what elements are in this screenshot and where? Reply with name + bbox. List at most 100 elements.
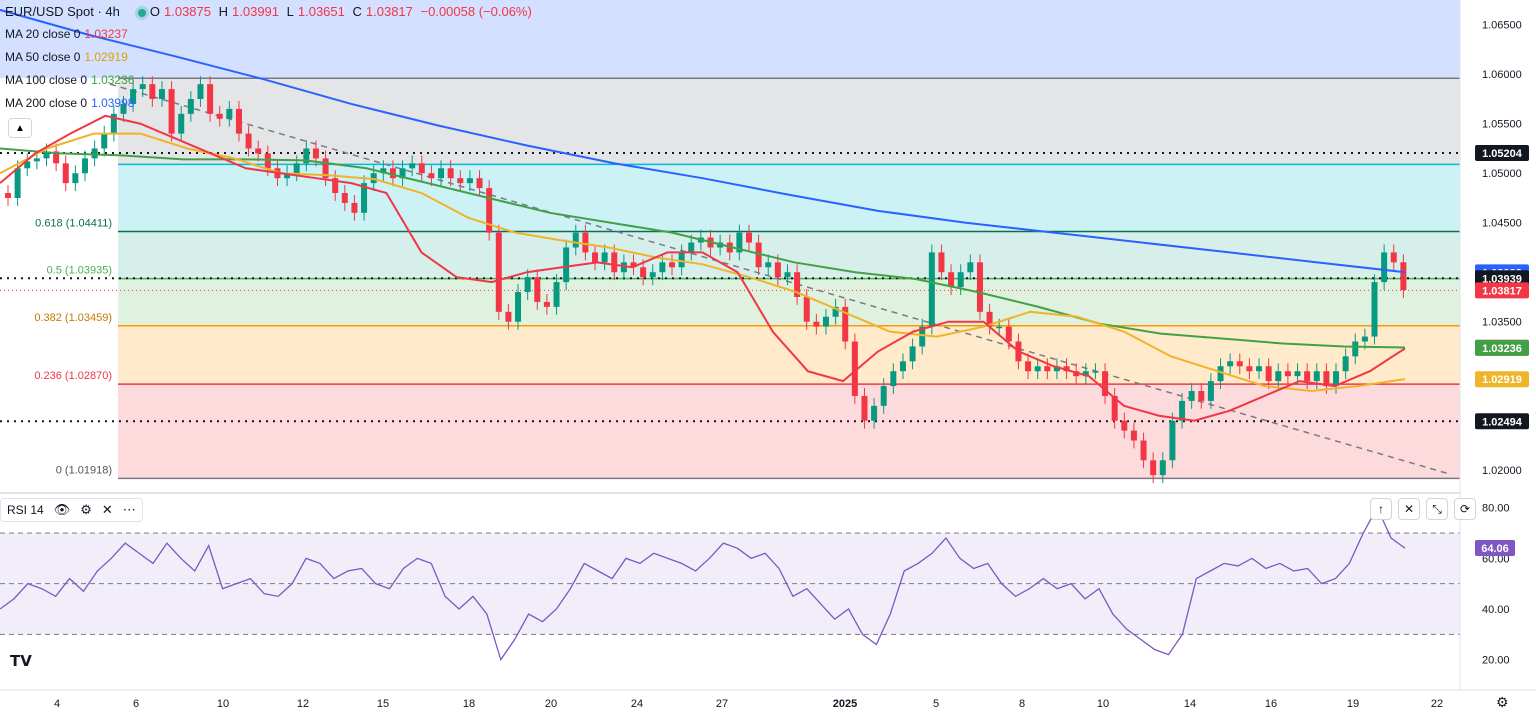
candle-body <box>928 252 935 327</box>
candle-body <box>880 386 887 406</box>
time-tick: 15 <box>377 698 389 710</box>
fib-band-top <box>0 0 1460 79</box>
maximize-pane-icon[interactable]: ⤡ <box>1426 498 1448 520</box>
ma-legend-row[interactable]: MA 50 close 0 1.02919 <box>0 46 536 69</box>
close-label: C <box>352 4 362 19</box>
candle-body <box>284 173 291 179</box>
fib-label: 0.382 (1.03459) <box>34 312 112 324</box>
fib-label: 0.5 (1.03935) <box>47 265 112 277</box>
candle-body <box>515 292 522 322</box>
price-badge-text: 1.02494 <box>1482 416 1523 428</box>
price-badge-text: 1.03817 <box>1482 285 1522 297</box>
price-tick: 1.05000 <box>1482 168 1522 180</box>
candle-body <box>139 84 146 90</box>
candle-body <box>996 326 1003 329</box>
candle-body <box>91 148 98 159</box>
candle-body <box>380 168 387 174</box>
price-tick: 1.03500 <box>1482 317 1522 329</box>
candle-body <box>553 282 560 307</box>
ma-value: 1.03236 <box>91 73 135 87</box>
fib-label: 0.236 (1.02870) <box>34 370 112 382</box>
rsi-label: RSI 14 <box>7 503 44 517</box>
settings-gear-icon[interactable]: ⚙ <box>1496 694 1509 710</box>
symbol-title[interactable]: EUR/USD Spot · 4h <box>5 4 120 19</box>
fib-band <box>118 384 1460 479</box>
collapse-legend-button[interactable]: ▲ <box>8 118 32 138</box>
candle-body <box>101 133 108 149</box>
gear-icon[interactable]: ⚙ <box>80 502 92 517</box>
time-tick: 12 <box>297 698 309 710</box>
candle-body <box>794 272 801 297</box>
candle-body <box>197 84 204 99</box>
time-tick: 8 <box>1019 698 1025 710</box>
candle-body <box>976 262 983 312</box>
candle-body <box>1400 262 1407 291</box>
candle-body <box>476 178 483 189</box>
price-badge <box>1475 145 1529 162</box>
ma-legend-row[interactable]: MA 20 close 0 1.03237 <box>0 23 536 46</box>
restore-pane-icon[interactable]: ⟳ <box>1454 498 1476 520</box>
candle-body <box>948 272 955 288</box>
candle-body <box>784 272 791 278</box>
candle-body <box>1304 371 1311 382</box>
candle-body <box>1371 282 1378 337</box>
eye-icon[interactable]: 👁 <box>53 502 71 517</box>
price-badge <box>1475 270 1529 287</box>
candle-body <box>1275 371 1282 382</box>
candle-body <box>1140 440 1147 461</box>
ma-legend-row[interactable]: MA 200 close 0 1.03998 <box>0 92 536 115</box>
low-label: L <box>286 4 294 19</box>
candle-body <box>130 89 137 104</box>
tradingview-logo-icon[interactable]: 𝗧𝗩 <box>10 653 32 670</box>
candle-body <box>255 148 262 154</box>
candle-body <box>765 262 772 268</box>
candle-body <box>842 306 849 342</box>
candle-body <box>5 193 11 198</box>
ma-line <box>0 132 1406 393</box>
axis-background <box>1460 0 1536 717</box>
move-up-icon[interactable]: ↑ <box>1370 498 1392 520</box>
rsi-badge <box>1475 540 1515 557</box>
candle-body <box>1092 371 1099 373</box>
open-label: O <box>149 4 160 19</box>
candle-body <box>1246 366 1253 372</box>
candle-body <box>389 168 396 179</box>
candle-body <box>24 161 31 169</box>
candle-body <box>216 113 223 119</box>
candle-body <box>957 272 964 288</box>
close-pane-icon[interactable]: ✕ <box>1398 498 1420 520</box>
moving-averages <box>0 8 1406 422</box>
candle-body <box>688 242 695 253</box>
fib-label: 0 (1.01918) <box>56 464 112 476</box>
close-icon[interactable]: ✕ <box>101 502 113 517</box>
candle-body <box>14 168 21 198</box>
time-tick: 6 <box>133 698 139 710</box>
fib-label: 0.618 (1.04411) <box>35 218 112 230</box>
ma-legend-row[interactable]: MA 100 close 0 1.03236 <box>0 69 536 92</box>
candle-body <box>293 163 300 174</box>
price-tick: 1.06500 <box>1482 20 1522 32</box>
time-tick: 5 <box>933 698 939 710</box>
candle-body <box>187 98 194 114</box>
candle-body <box>582 232 589 253</box>
candle-body <box>207 84 214 114</box>
high-label: H <box>218 4 229 19</box>
candle-body <box>72 173 79 184</box>
time-tick: 14 <box>1184 698 1196 710</box>
ma-line <box>0 114 1406 422</box>
candle-body <box>1044 366 1051 372</box>
more-icon[interactable]: ⋯ <box>122 502 136 517</box>
candle-body <box>813 321 820 327</box>
ma-label: MA 200 close 0 <box>5 96 88 110</box>
candle-body <box>1381 252 1388 283</box>
candle-body <box>572 232 579 248</box>
candle-body <box>745 232 752 243</box>
candle-body <box>1159 460 1166 476</box>
candle-body <box>1352 341 1359 357</box>
change-value: −0.00058 (−0.06%) <box>420 4 532 19</box>
candle-body <box>466 178 473 184</box>
fib-band <box>118 325 1460 385</box>
candle-body <box>986 311 993 327</box>
candle-body <box>62 163 69 184</box>
